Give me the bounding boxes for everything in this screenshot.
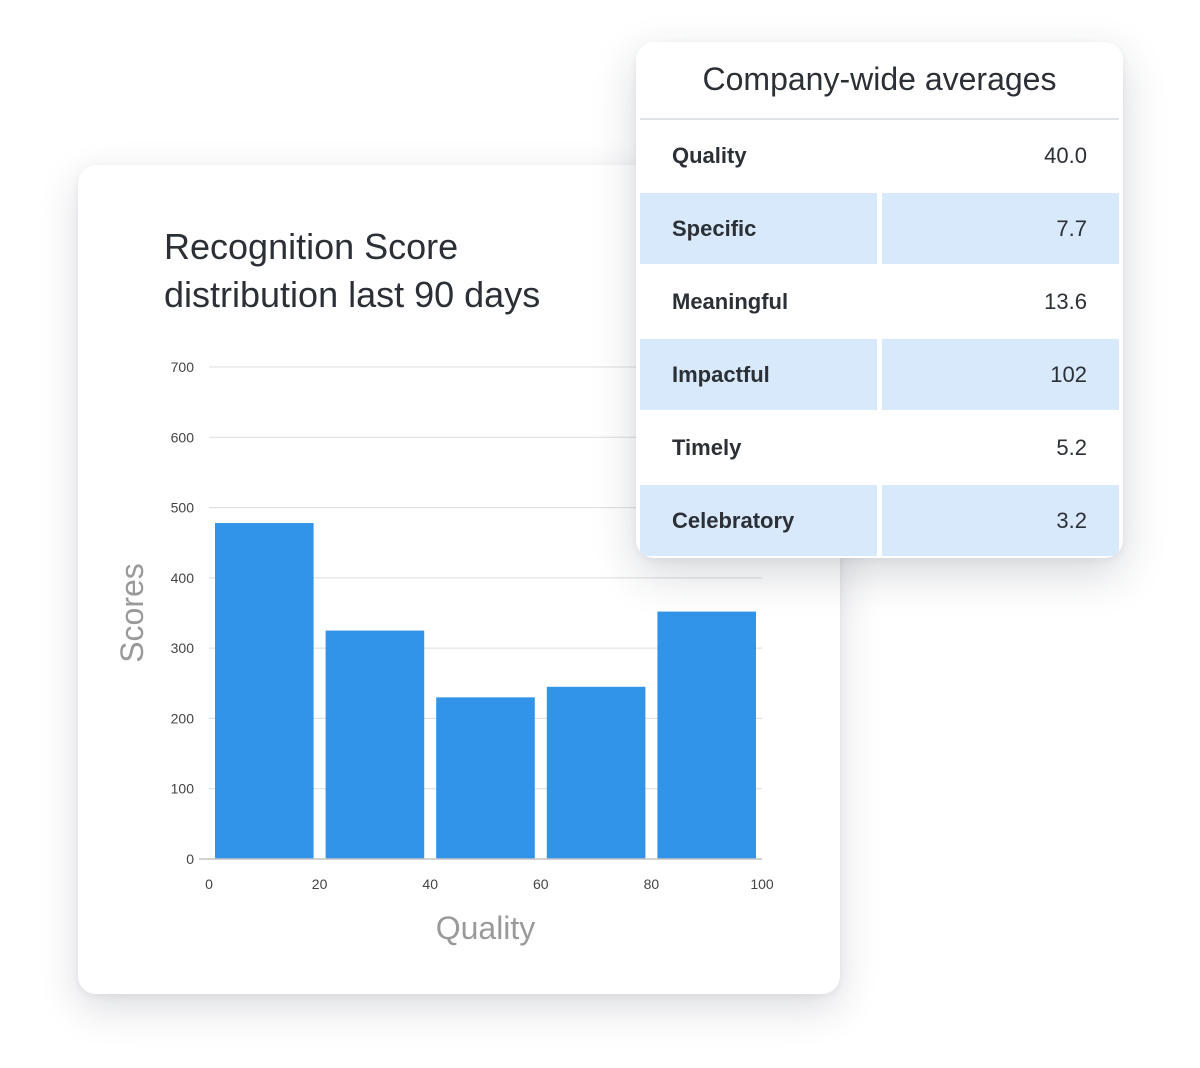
metric-label: Impactful — [640, 339, 877, 410]
metric-value: 3.2 — [882, 485, 1119, 556]
table-row: Quality 40.0 — [640, 120, 1119, 191]
metric-label: Meaningful — [672, 288, 789, 314]
metric-label: Celebratory — [640, 485, 877, 556]
histogram-bar — [215, 523, 314, 859]
x-tick-label: 100 — [750, 876, 774, 892]
y-tick-label: 200 — [171, 710, 195, 726]
y-tick-label: 0 — [186, 851, 194, 867]
metric-value: 102 — [882, 339, 1119, 410]
tick-labels: 0 100 200 300 400 500 600 700 0 20 40 60 80 100 — [171, 359, 774, 892]
table-row: Celebratory 3.2 — [640, 485, 1119, 556]
histogram-chart: 0 100 200 300 400 500 600 700 0 20 40 60 80 100 Quali… — [114, 359, 774, 946]
x-tick-label: 60 — [533, 876, 549, 892]
metric-value: 5.2 — [1056, 434, 1087, 460]
metric-label: Timely — [672, 434, 742, 460]
x-tick-label: 40 — [422, 876, 438, 892]
histogram-bar — [657, 611, 756, 859]
metric-value: 7.7 — [882, 193, 1119, 264]
y-tick-label: 400 — [171, 570, 195, 586]
y-tick-label: 500 — [171, 500, 195, 516]
y-axis-title: Scores — [114, 563, 150, 663]
averages-card: Company-wide averages Quality 40.0 Specifi… — [636, 42, 1123, 558]
x-tick-label: 20 — [312, 876, 328, 892]
x-axis-title: Quality — [436, 910, 536, 946]
averages-title: Company-wide averages — [640, 42, 1119, 120]
metric-value: 40.0 — [1044, 142, 1087, 168]
y-tick-label: 600 — [171, 429, 195, 445]
histogram-bar — [546, 686, 646, 859]
table-row: Timely 5.2 — [640, 412, 1119, 483]
y-tick-label: 700 — [171, 359, 195, 375]
x-tick-label: 0 — [205, 876, 213, 892]
bars — [215, 523, 756, 859]
metric-label: Quality — [672, 142, 747, 168]
averages-table: Quality 40.0 Specific 7.7 Meaningful 13.6 Impa… — [640, 120, 1119, 558]
chart-title: Recognition Score distribution last 90 d… — [164, 226, 541, 315]
metric-value: 13.6 — [1044, 288, 1087, 314]
metric-label: Specific — [640, 193, 877, 264]
y-tick-label: 100 — [171, 781, 195, 797]
table-row: Specific 7.7 — [640, 193, 1119, 264]
histogram-bar — [436, 697, 535, 859]
table-row: Meaningful 13.6 — [640, 266, 1119, 337]
y-tick-label: 300 — [171, 640, 195, 656]
x-tick-label: 80 — [644, 876, 660, 892]
histogram-bar — [325, 630, 425, 859]
table-row: Impactful 102 — [640, 339, 1119, 410]
